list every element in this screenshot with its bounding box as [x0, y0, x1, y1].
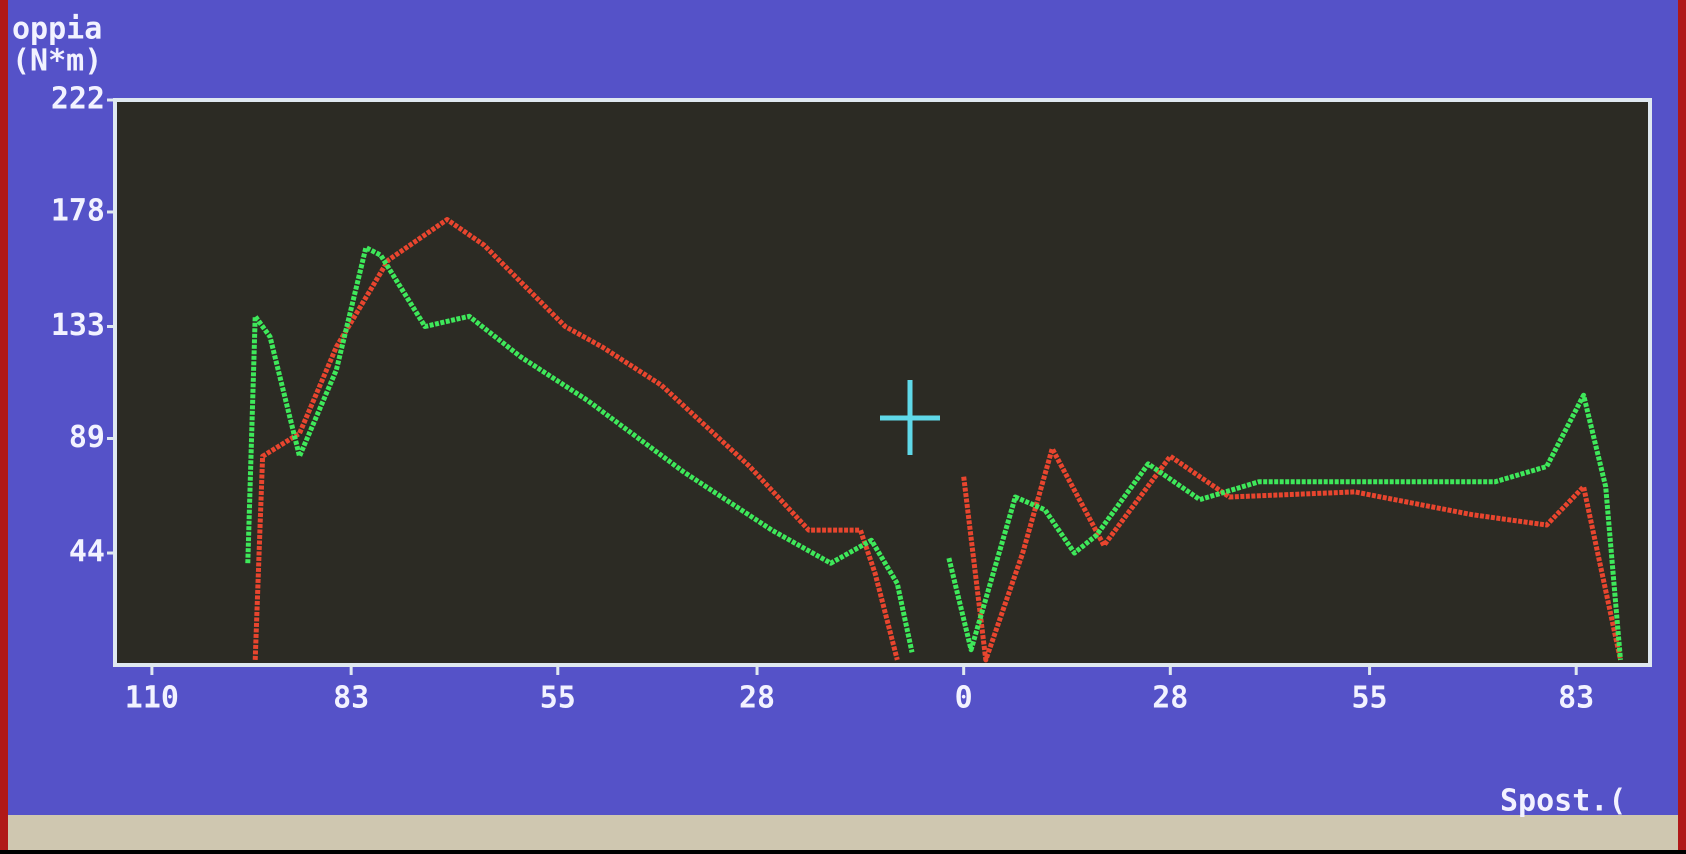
x-tick-label: 83 [1558, 681, 1594, 716]
frame-edge [0, 0, 8, 850]
frame-edge [1678, 0, 1686, 850]
y-tick-label: 89 [69, 420, 105, 455]
x-tick-label: 83 [333, 681, 369, 716]
x-tick-label: 55 [1352, 681, 1388, 716]
x-tick-label: 28 [739, 681, 775, 716]
x-tick-label: 55 [540, 681, 576, 716]
x-label: Spost.( [1500, 784, 1626, 819]
screen: oppia (N*m) Spost.( 44 89 133 178 222 110 83 55… [0, 0, 1686, 850]
plot-area [115, 100, 1650, 665]
x-tick-label: 28 [1152, 681, 1188, 716]
x-tick-label: 110 [125, 681, 179, 716]
y-tick-label: 222 [51, 82, 105, 117]
y-tick-label: 44 [69, 535, 105, 570]
desk [8, 815, 1678, 850]
y-tick-label: 178 [51, 193, 105, 228]
y-label: (N*m) [12, 44, 102, 79]
y-label: oppia [12, 12, 102, 47]
y-tick-label: 133 [51, 308, 105, 343]
x-tick-label: 0 [955, 681, 973, 716]
